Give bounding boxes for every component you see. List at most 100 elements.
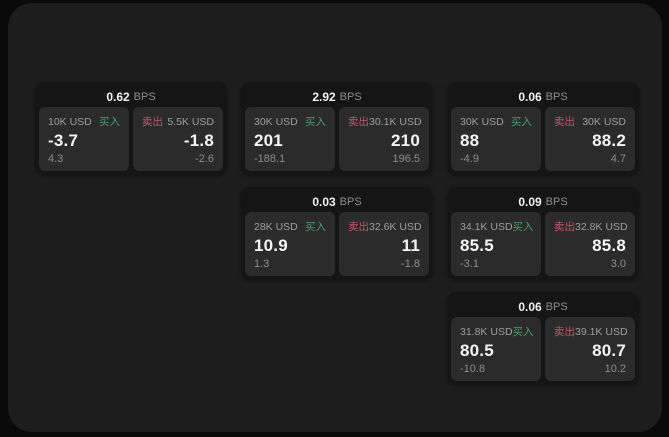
buy-quote-button[interactable]: 30K USD 买入 88 -4.9 — [451, 107, 541, 171]
buy-quote-button[interactable]: 31.8K USD 买入 80.5 -10.8 — [451, 317, 541, 381]
buy-notional: 10K USD — [48, 115, 92, 128]
sell-tag: 卖出 — [554, 116, 575, 128]
buy-panel-top: 31.8K USD 买入 — [460, 324, 534, 339]
buy-delta: -10.8 — [460, 363, 486, 375]
bps-unit-label: BPS — [133, 90, 156, 103]
sell-notional: 30K USD — [582, 115, 626, 128]
buy-quote-button[interactable]: 28K USD 买入 10.9 1.3 — [245, 212, 335, 276]
bps-header: 2.92 BPS — [245, 86, 429, 107]
bps-header: 0.09 BPS — [451, 191, 635, 212]
sell-panel-top: 卖出 30K USD — [554, 114, 626, 129]
buy-delta: 4.3 — [48, 153, 64, 165]
bps-value: 0.03 — [312, 194, 336, 209]
sell-delta: -1.8 — [401, 258, 420, 270]
quote-card: 0.06 BPS 31.8K USD 买入 80.5 -10.8 卖出 39.1… — [447, 292, 639, 385]
bps-header: 0.06 BPS — [451, 86, 635, 107]
quote-panels: 28K USD 买入 10.9 1.3 卖出 32.6K USD 11 -1.8 — [245, 212, 429, 276]
quote-panels: 31.8K USD 买入 80.5 -10.8 卖出 39.1K USD 80.… — [451, 317, 635, 381]
bps-unit-label: BPS — [545, 300, 568, 313]
buy-panel-top: 28K USD 买入 — [254, 219, 326, 234]
sell-notional: 32.8K USD — [575, 220, 628, 233]
sell-price: -1.8 — [183, 130, 214, 150]
bps-unit-label: BPS — [545, 90, 568, 103]
sell-notional: 30.1K USD — [369, 115, 422, 128]
sell-delta: 196.5 — [392, 153, 420, 165]
sell-tag: 卖出 — [142, 116, 163, 128]
quote-panels: 34.1K USD 买入 85.5 -3.1 卖出 32.8K USD 85.8… — [451, 212, 635, 276]
sell-panel-top: 卖出 30.1K USD — [348, 114, 422, 129]
quote-panels: 30K USD 买入 201 -188.1 卖出 30.1K USD 210 1… — [245, 107, 429, 171]
sell-price: 11 — [401, 235, 420, 255]
buy-notional: 28K USD — [254, 220, 298, 233]
buy-delta: 1.3 — [254, 258, 270, 270]
buy-price: 85.5 — [460, 235, 494, 255]
buy-panel-top: 10K USD 买入 — [48, 114, 120, 129]
buy-delta: -3.1 — [460, 258, 479, 270]
sell-quote-button[interactable]: 卖出 32.6K USD 11 -1.8 — [339, 212, 429, 276]
sell-panel-top: 卖出 39.1K USD — [554, 324, 628, 339]
sell-price: 80.7 — [592, 340, 626, 360]
quote-card: 0.62 BPS 10K USD 买入 -3.7 4.3 卖出 5.5K USD… — [35, 82, 227, 175]
buy-notional: 30K USD — [254, 115, 298, 128]
bps-header: 0.62 BPS — [39, 86, 223, 107]
buy-price: 201 — [254, 130, 283, 150]
sell-tag: 卖出 — [554, 221, 575, 233]
buy-tag: 买入 — [305, 116, 326, 128]
buy-panel-top: 34.1K USD 买入 — [460, 219, 534, 234]
buy-tag: 买入 — [512, 326, 534, 338]
quote-card: 2.92 BPS 30K USD 买入 201 -188.1 卖出 30.1K … — [241, 82, 433, 175]
buy-tag: 买入 — [305, 221, 326, 233]
bps-value: 0.62 — [106, 89, 130, 104]
bps-value: 0.09 — [518, 194, 542, 209]
bps-header: 0.06 BPS — [451, 296, 635, 317]
sell-price: 210 — [391, 130, 420, 150]
buy-quote-button[interactable]: 30K USD 买入 201 -188.1 — [245, 107, 335, 171]
buy-notional: 31.8K USD — [460, 325, 513, 338]
buy-tag: 买入 — [511, 116, 532, 128]
sell-tag: 卖出 — [348, 221, 369, 233]
bps-header: 0.03 BPS — [245, 191, 429, 212]
bps-value: 2.92 — [312, 89, 336, 104]
buy-quote-button[interactable]: 34.1K USD 买入 85.5 -3.1 — [451, 212, 541, 276]
sell-quote-button[interactable]: 卖出 5.5K USD -1.8 -2.6 — [133, 107, 223, 171]
sell-tag: 卖出 — [348, 116, 369, 128]
bps-unit-label: BPS — [339, 195, 362, 208]
sell-notional: 5.5K USD — [167, 115, 214, 128]
bps-value: 0.06 — [518, 299, 542, 314]
quote-card: 0.09 BPS 34.1K USD 买入 85.5 -3.1 卖出 32.8K… — [447, 187, 639, 280]
buy-notional: 34.1K USD — [460, 220, 513, 233]
sell-panel-top: 卖出 5.5K USD — [142, 114, 214, 129]
buy-quote-button[interactable]: 10K USD 买入 -3.7 4.3 — [39, 107, 129, 171]
sell-price: 88.2 — [592, 130, 626, 150]
quote-grid: 0.62 BPS 10K USD 买入 -3.7 4.3 卖出 5.5K USD… — [35, 82, 639, 385]
bps-unit-label: BPS — [339, 90, 362, 103]
buy-price: -3.7 — [48, 130, 79, 150]
buy-notional: 30K USD — [460, 115, 504, 128]
sell-price: 85.8 — [592, 235, 626, 255]
bps-value: 0.06 — [518, 89, 542, 104]
sell-panel-top: 卖出 32.6K USD — [348, 219, 422, 234]
quote-board: 0.62 BPS 10K USD 买入 -3.7 4.3 卖出 5.5K USD… — [8, 3, 662, 432]
sell-delta: -2.6 — [195, 153, 214, 165]
sell-delta: 3.0 — [610, 258, 626, 270]
buy-price: 10.9 — [254, 235, 288, 255]
buy-price: 88 — [460, 130, 480, 150]
buy-panel-top: 30K USD 买入 — [254, 114, 326, 129]
quote-card: 0.03 BPS 28K USD 买入 10.9 1.3 卖出 32.6K US… — [241, 187, 433, 280]
sell-delta: 10.2 — [604, 363, 626, 375]
buy-panel-top: 30K USD 买入 — [460, 114, 532, 129]
sell-quote-button[interactable]: 卖出 39.1K USD 80.7 10.2 — [545, 317, 635, 381]
sell-panel-top: 卖出 32.8K USD — [554, 219, 628, 234]
sell-quote-button[interactable]: 卖出 30.1K USD 210 196.5 — [339, 107, 429, 171]
buy-delta: -4.9 — [460, 153, 479, 165]
sell-notional: 32.6K USD — [369, 220, 422, 233]
sell-quote-button[interactable]: 卖出 30K USD 88.2 4.7 — [545, 107, 635, 171]
sell-quote-button[interactable]: 卖出 32.8K USD 85.8 3.0 — [545, 212, 635, 276]
buy-delta: -188.1 — [254, 153, 286, 165]
sell-tag: 卖出 — [554, 326, 575, 338]
quote-panels: 30K USD 买入 88 -4.9 卖出 30K USD 88.2 4.7 — [451, 107, 635, 171]
buy-price: 80.5 — [460, 340, 494, 360]
quote-card: 0.06 BPS 30K USD 买入 88 -4.9 卖出 30K USD 8… — [447, 82, 639, 175]
sell-delta: 4.7 — [610, 153, 626, 165]
buy-tag: 买入 — [512, 221, 534, 233]
